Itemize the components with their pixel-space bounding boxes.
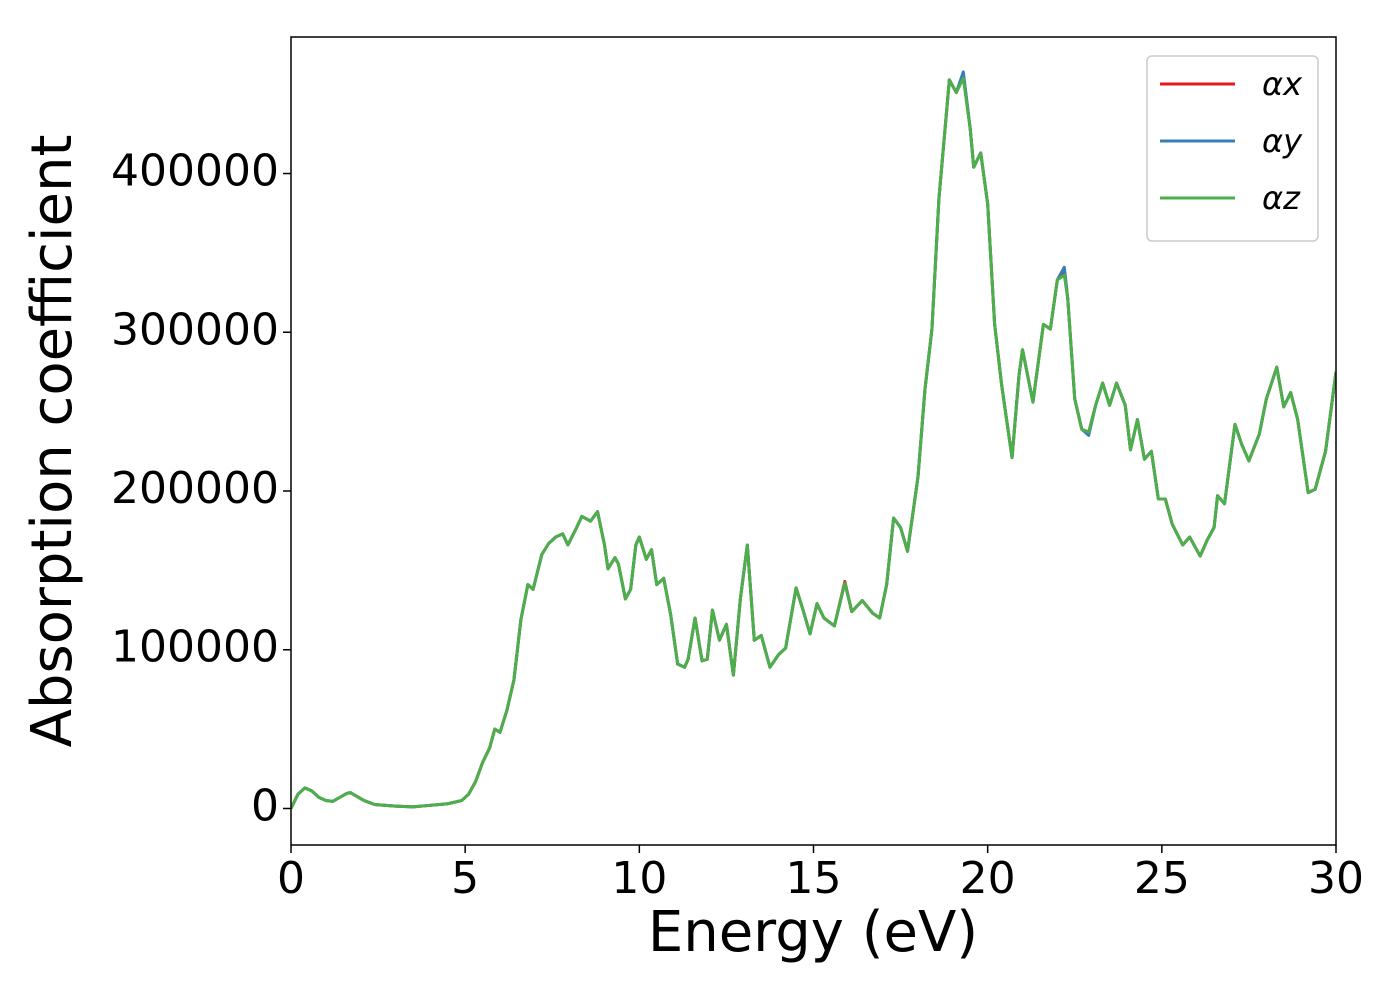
plot-frame	[290, 36, 1337, 846]
y-tick-label: 200000	[111, 463, 279, 514]
legend-label: αx	[1262, 65, 1303, 103]
legend-box	[1146, 55, 1319, 242]
x-tick-label: 15	[786, 853, 842, 904]
data-line	[291, 76, 1336, 810]
y-tick-label: 0	[251, 780, 279, 831]
y-tick-label: 400000	[111, 146, 279, 197]
x-tick-label: 0	[277, 853, 305, 904]
x-axis-label: Energy (eV)	[648, 900, 978, 965]
x-tick-label: 25	[1134, 853, 1190, 904]
x-tick-label: 10	[611, 853, 667, 904]
y-tick-label: 100000	[111, 622, 279, 673]
legend-label: αz	[1262, 179, 1301, 217]
x-tick-label: 20	[960, 853, 1016, 904]
x-tick-label: 5	[451, 853, 479, 904]
y-tick-label: 300000	[111, 304, 279, 355]
y-axis-label: Absorption coefficient	[20, 135, 85, 748]
x-tick-label: 30	[1308, 853, 1364, 904]
legend-label: αy	[1262, 122, 1303, 160]
